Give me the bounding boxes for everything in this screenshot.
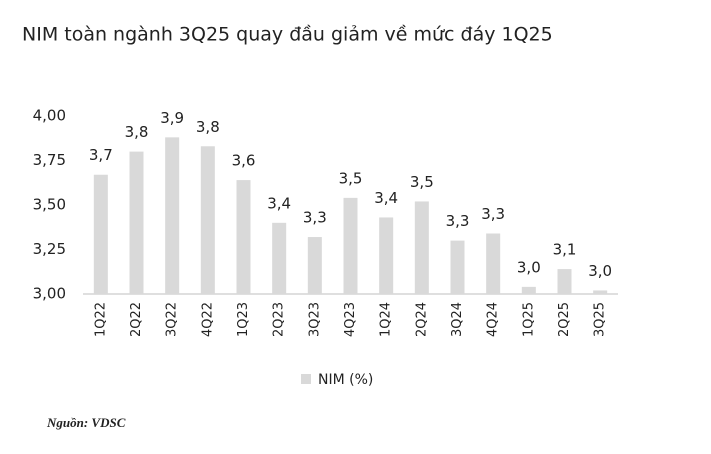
value-label: 3,8 — [125, 123, 149, 141]
x-tick-label: 3Q22 — [165, 302, 180, 337]
x-tick-label: 1Q23 — [236, 302, 251, 337]
value-label: 3,3 — [303, 209, 327, 227]
x-tick-label: 1Q22 — [93, 302, 108, 337]
x-tick-label: 3Q25 — [593, 302, 608, 337]
source: Nguồn: VDSC — [46, 415, 126, 430]
value-label: 3,8 — [196, 118, 220, 136]
x-tick-label: 2Q23 — [272, 302, 287, 337]
bar — [93, 174, 108, 294]
x-tick-label: 3Q23 — [307, 302, 322, 337]
y-tick-label: 3,75 — [33, 151, 66, 169]
value-label: 3,4 — [374, 189, 398, 207]
y-tick-label: 3,25 — [33, 240, 66, 258]
x-tick-label: 4Q23 — [343, 302, 358, 337]
value-label: 3,0 — [588, 262, 612, 280]
bar — [593, 290, 608, 294]
bar — [165, 137, 180, 294]
legend-label: NIM (%) — [318, 372, 373, 388]
y-tick-label: 3,00 — [33, 285, 66, 303]
value-label: 3,3 — [481, 205, 505, 223]
value-label: 3,1 — [553, 241, 577, 259]
value-label: 3,5 — [410, 173, 434, 191]
value-label: 3,4 — [267, 194, 291, 212]
value-label: 3,5 — [339, 169, 363, 187]
x-tick-label: 1Q25 — [521, 302, 536, 337]
bar — [236, 180, 251, 294]
bar — [379, 217, 394, 294]
bar — [486, 233, 501, 294]
y-tick-label: 4,00 — [33, 107, 66, 125]
value-label: 3,3 — [446, 212, 470, 230]
x-tick-label: 4Q22 — [200, 302, 215, 337]
legend-swatch — [301, 374, 311, 384]
bar — [521, 286, 536, 294]
value-label: 3,9 — [160, 109, 184, 127]
bar — [129, 151, 144, 294]
bar — [450, 240, 465, 294]
value-label: 3,6 — [232, 152, 256, 170]
y-tick-label: 3,50 — [33, 196, 66, 214]
x-tick-label: 1Q24 — [379, 302, 394, 337]
bar — [343, 197, 358, 294]
x-tick-label: 2Q24 — [414, 302, 429, 337]
x-tick-label: 2Q25 — [557, 302, 572, 337]
chart-title: NIM toàn ngành 3Q25 quay đầu giảm về mức… — [22, 24, 553, 46]
bar — [414, 201, 429, 294]
x-tick-label: 3Q24 — [450, 302, 465, 337]
value-label: 3,7 — [89, 146, 113, 164]
bar — [557, 269, 572, 294]
value-label: 3,0 — [517, 258, 541, 276]
bar — [200, 146, 215, 294]
x-tick-label: 4Q24 — [486, 302, 501, 337]
bar — [272, 222, 287, 294]
bar — [307, 237, 322, 294]
x-tick-label: 2Q22 — [129, 302, 144, 337]
